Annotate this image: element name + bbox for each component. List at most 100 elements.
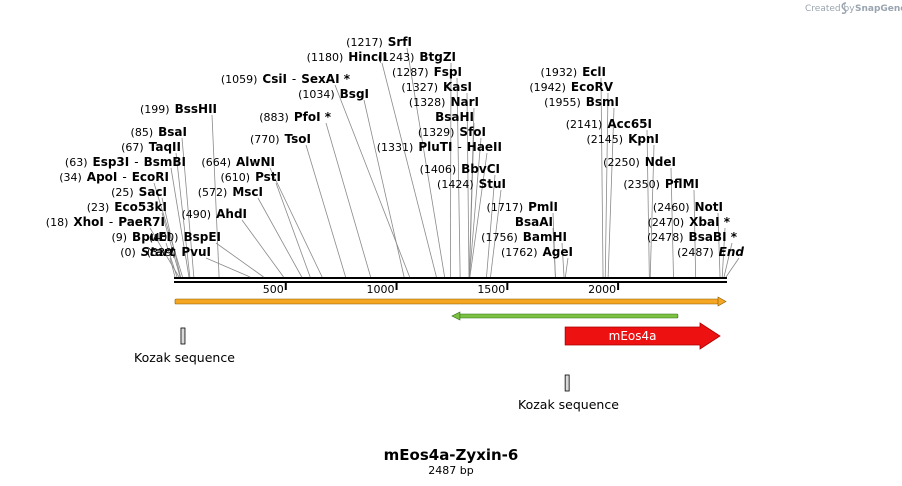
site-position: (1942) — [529, 81, 566, 94]
site-label[interactable]: (1717) PmlI — [487, 200, 558, 214]
kozak-marker-1[interactable] — [180, 327, 186, 345]
kozak-feature-2[interactable]: Kozak sequence — [518, 374, 619, 412]
site-enzyme-name: Esp3I — [93, 155, 130, 169]
site-label[interactable]: (2141) Acc65I — [566, 117, 652, 131]
site-leader-line — [466, 92, 470, 278]
site-label[interactable]: (2145) KpnI — [587, 132, 659, 146]
site-leader-line — [604, 92, 609, 278]
scale-tick-mark — [506, 283, 509, 290]
site-label[interactable]: (610) PstI — [220, 170, 281, 184]
site-label[interactable]: (199) BssHII — [140, 102, 217, 116]
site-label[interactable]: (1243) BtgZI — [378, 50, 456, 64]
site-label[interactable]: (2487) End — [677, 245, 744, 259]
site-label[interactable]: (770) TsoI — [250, 132, 311, 146]
site-leader-line — [181, 137, 195, 278]
orf-orange-arrowhead — [717, 296, 727, 307]
site-enzyme-name: StuI — [479, 177, 506, 191]
site-label[interactable]: BsaAI — [515, 215, 553, 229]
site-leader-line — [381, 62, 437, 278]
sequence-backbone — [174, 277, 727, 283]
site-enzyme-name: AlwNI — [236, 155, 275, 169]
site-label[interactable]: (34) ApoI - EcoRI — [59, 170, 169, 184]
meos4a-feature[interactable]: mEos4a — [564, 322, 721, 350]
site-leader-line — [257, 197, 303, 278]
site-label[interactable]: (1932) EclI — [541, 65, 606, 79]
map-title: mEos4a-Zyxin-6 — [384, 446, 519, 464]
site-label[interactable]: (1328) NarI — [409, 95, 479, 109]
site-label[interactable]: (2460) NotI — [653, 200, 723, 214]
site-position: (2250) — [603, 156, 640, 169]
site-label[interactable]: (1217) SrfI — [346, 35, 412, 49]
site-enzyme-name: XbaI * — [689, 215, 731, 229]
site-label[interactable]: (63) Esp3I - BsmBI — [65, 155, 186, 169]
site-label[interactable]: (339) PvuI — [147, 245, 211, 259]
kozak-feature-1[interactable]: Kozak sequence — [134, 327, 235, 365]
site-label[interactable]: (1034) BsgI — [298, 87, 369, 101]
site-label[interactable]: (2478) BsaBI * — [647, 230, 738, 244]
site-leader-line — [269, 167, 323, 278]
site-label[interactable]: (1762) AgeI — [501, 245, 573, 259]
site-label[interactable]: (490) AhdI — [182, 207, 247, 221]
meos4a-arrow[interactable] — [564, 322, 721, 350]
site-label[interactable]: (2350) PflMI — [623, 177, 699, 191]
site-leader-line — [149, 227, 180, 278]
site-label[interactable]: (9) BpuEI — [111, 230, 171, 244]
site-label[interactable]: (400) BspEI — [149, 230, 221, 244]
site-enzyme-name: SrfI — [388, 35, 412, 49]
site-label[interactable]: (664) AlwNI — [201, 155, 275, 169]
site-leader-line — [456, 77, 461, 278]
site-position: (490) — [182, 208, 212, 221]
site-label[interactable]: (1955) BsmI — [544, 95, 619, 109]
site-leader-line — [406, 47, 446, 278]
site-position: (2460) — [653, 201, 690, 214]
site-label[interactable]: (1331) PluTI - HaeII — [377, 140, 502, 154]
site-leader-line — [165, 242, 178, 278]
site-label[interactable]: (25) SacI — [111, 185, 167, 199]
site-enzyme-name: Eco53kI — [114, 200, 167, 214]
orf-green[interactable] — [451, 311, 679, 321]
site-label[interactable]: (85) BsaI — [131, 125, 187, 139]
site-leader-line — [205, 257, 251, 278]
orf-green-bar[interactable] — [457, 313, 679, 319]
kozak-marker-2[interactable] — [564, 374, 570, 392]
site-enzyme-name: CsiI — [262, 72, 287, 86]
orf-orange-bar[interactable] — [174, 298, 721, 305]
site-label[interactable]: (1059) CsiI - SexAI * — [221, 72, 351, 86]
site-label[interactable]: (1287) FspI — [392, 65, 462, 79]
site-position: (1932) — [541, 66, 578, 79]
site-position: (1327) — [401, 81, 438, 94]
site-label[interactable]: (1756) BamHI — [481, 230, 567, 244]
site-label[interactable]: (1424) StuI — [437, 177, 506, 191]
site-position: (1059) — [221, 73, 258, 86]
site-leader-line — [469, 137, 482, 278]
site-label[interactable]: (1406) BbvCI — [420, 162, 500, 176]
site-label[interactable]: (1327) KasI — [401, 80, 472, 94]
site-label[interactable]: (883) PfoI * — [259, 110, 331, 124]
site-position: (2470) — [648, 216, 685, 229]
site-label[interactable]: (67) TaqII — [121, 140, 181, 154]
restriction-sites[interactable]: (0) Start(9) BpuEI(18) XhoI - PaeR7I(23) Eco53… — [46, 35, 745, 259]
site-enzyme-name: BbvCI — [461, 162, 500, 176]
site-enzyme-name: BssHII — [175, 102, 217, 116]
orf-orange[interactable] — [174, 296, 727, 307]
site-position: (1424) — [437, 178, 474, 191]
site-label[interactable]: BsaHI — [435, 110, 474, 124]
site-label[interactable]: (2470) XbaI * — [648, 215, 731, 229]
site-enzyme-name: PstI — [255, 170, 281, 184]
site-label[interactable]: (1329) SfoI — [418, 125, 486, 139]
site-label[interactable]: (572) MscI — [198, 185, 263, 199]
site-label[interactable]: (23) Eco53kI — [87, 200, 167, 214]
site-label[interactable]: (1180) HincII — [307, 50, 387, 64]
site-label[interactable]: (1942) EcoRV — [529, 80, 613, 94]
site-leader-line — [564, 257, 569, 278]
site-label[interactable]: (2250) NdeI — [603, 155, 676, 169]
site-leader-line — [211, 114, 220, 278]
meos4a-label: mEos4a — [609, 329, 657, 343]
site-position: (1955) — [544, 96, 581, 109]
site-dash: - — [134, 155, 138, 169]
site-label[interactable]: (18) XhoI - PaeR7I — [46, 215, 165, 229]
scale-tick-label: 2000 — [588, 283, 616, 296]
site-enzyme-name: Start — [141, 245, 176, 259]
site-label[interactable]: (0) Start — [120, 245, 176, 259]
